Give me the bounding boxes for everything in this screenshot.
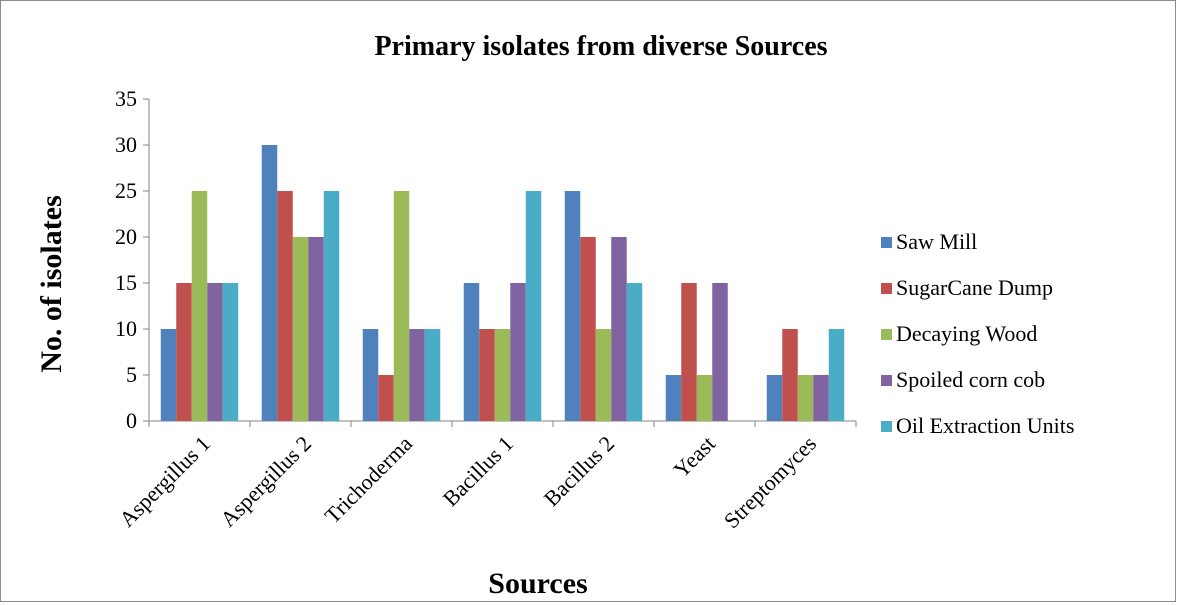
bar xyxy=(176,283,192,421)
bar xyxy=(308,237,324,421)
legend-swatch xyxy=(881,329,892,340)
bar xyxy=(782,329,798,421)
bar xyxy=(712,283,728,421)
bar xyxy=(393,191,410,421)
y-tick-label: 10 xyxy=(115,316,137,341)
x-axis-title: Sources xyxy=(488,567,587,600)
bar xyxy=(595,329,612,421)
y-tick-label: 0 xyxy=(126,408,137,433)
x-tick-label: Aspergillus 1 xyxy=(114,431,215,532)
plot-area: 0 5 10 15 20 25 30 35 Aspergillus 1 Aspergillus 2… xyxy=(114,86,857,533)
bar xyxy=(378,375,394,421)
bar xyxy=(766,375,783,421)
legend-entry: Oil Extraction Units xyxy=(896,413,1074,438)
y-tick-label: 20 xyxy=(115,224,137,249)
y-tick-label: 25 xyxy=(115,178,137,203)
bar xyxy=(665,375,682,421)
bar xyxy=(611,237,627,421)
x-tick-label: Bacillus 2 xyxy=(539,431,619,511)
bar xyxy=(813,375,829,421)
legend-entry: Saw Mill xyxy=(896,229,977,254)
bar xyxy=(696,375,713,421)
legend-swatch xyxy=(881,237,892,248)
bar xyxy=(292,237,309,421)
legend-entry: SugarCane Dump xyxy=(896,275,1053,300)
bar xyxy=(409,329,425,421)
x-tick-label: Aspergillus 2 xyxy=(215,431,316,532)
legend-swatch xyxy=(881,375,892,386)
x-tick-label: Yeast xyxy=(668,431,720,483)
bar xyxy=(424,329,441,421)
bar xyxy=(510,283,526,421)
y-tick-label: 15 xyxy=(115,270,137,295)
x-tick-label: Bacillus 1 xyxy=(438,431,518,511)
bar xyxy=(828,329,845,421)
bar xyxy=(681,283,697,421)
bar xyxy=(207,283,223,421)
bar xyxy=(494,329,511,421)
legend-swatch xyxy=(881,421,892,432)
y-axis-title: No. of isolates xyxy=(35,195,68,372)
bar xyxy=(261,145,278,421)
bar xyxy=(580,237,596,421)
bar xyxy=(626,283,643,421)
bar xyxy=(191,191,208,421)
y-tick-label: 30 xyxy=(115,132,137,157)
bar xyxy=(362,329,379,421)
x-tick-label: Streptomyces xyxy=(719,431,821,533)
y-tick-label: 5 xyxy=(126,362,137,387)
bar xyxy=(160,329,177,421)
legend-swatch xyxy=(881,283,892,294)
bar xyxy=(525,191,542,421)
bar xyxy=(564,191,581,421)
legend-entry: Decaying Wood xyxy=(896,321,1037,346)
legend-entry: Spoiled corn cob xyxy=(896,367,1045,392)
bar xyxy=(797,375,814,421)
chart-title: Primary isolates from diverse Sources xyxy=(374,31,827,62)
bar xyxy=(323,191,340,421)
legend: Saw Mill SugarCane Dump Decaying Wood Spoil… xyxy=(881,229,1074,438)
bar xyxy=(463,283,480,421)
bar xyxy=(277,191,293,421)
y-tick-label: 35 xyxy=(115,86,137,111)
bar xyxy=(222,283,239,421)
bar xyxy=(479,329,495,421)
x-tick-label: Trichoderma xyxy=(320,431,418,529)
